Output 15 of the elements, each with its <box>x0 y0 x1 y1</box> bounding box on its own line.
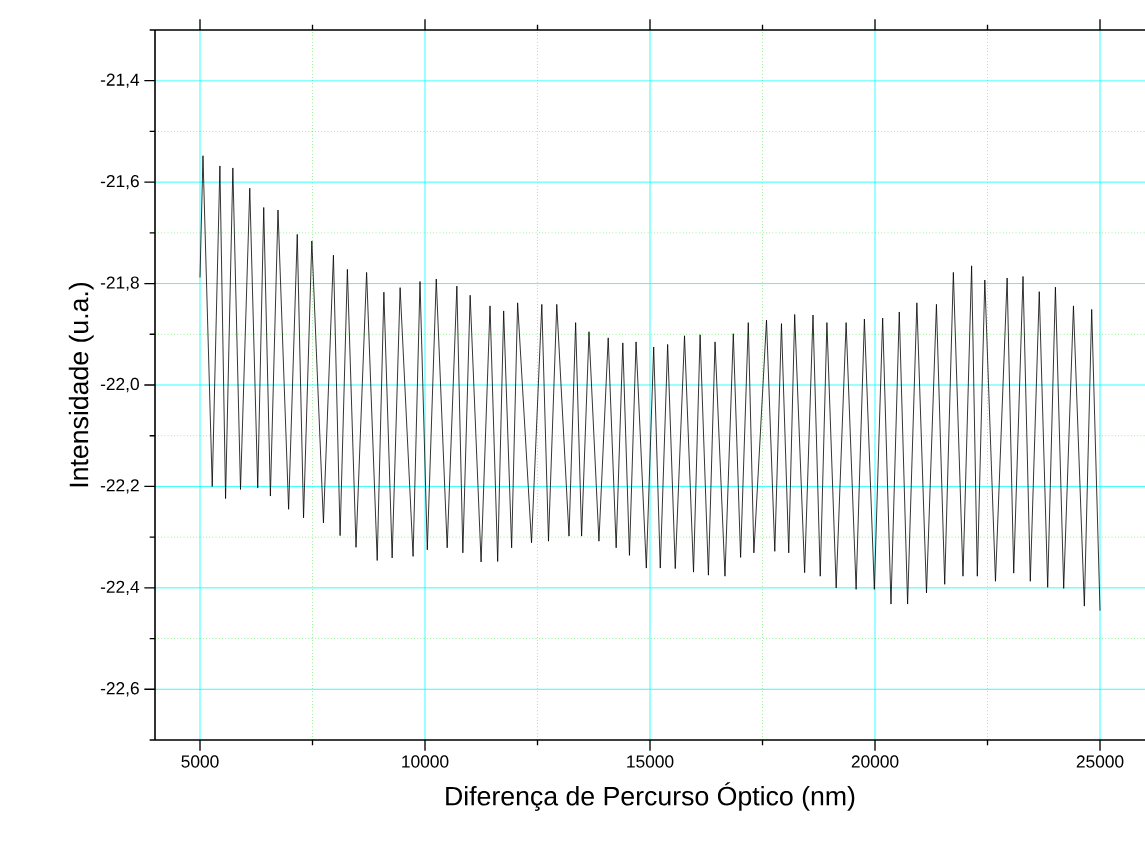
x-tick-label: 10000 <box>402 755 449 768</box>
line-series <box>199 155 1101 612</box>
x-tick-label: 5000 <box>181 755 219 768</box>
y-tick-label: -21,8 <box>100 276 139 291</box>
y-axis-title: Intensidade (u.a.) <box>68 282 94 487</box>
y-tick-label: -22,0 <box>100 377 139 393</box>
y-tick-label: -22,6 <box>100 682 139 697</box>
x-tick-label: 15000 <box>627 755 674 768</box>
y-tick-label: -21,4 <box>100 73 140 88</box>
y-tick-label: -21,6 <box>100 174 139 190</box>
x-axis-title: Diferença de Percurso Óptico (nm) <box>446 782 855 811</box>
x-tick-label: 20000 <box>851 755 899 768</box>
x-tick-label: 25000 <box>1076 755 1124 768</box>
y-tick-label: -22,2 <box>100 479 139 494</box>
y-tick-label: -22,4 <box>100 580 140 596</box>
